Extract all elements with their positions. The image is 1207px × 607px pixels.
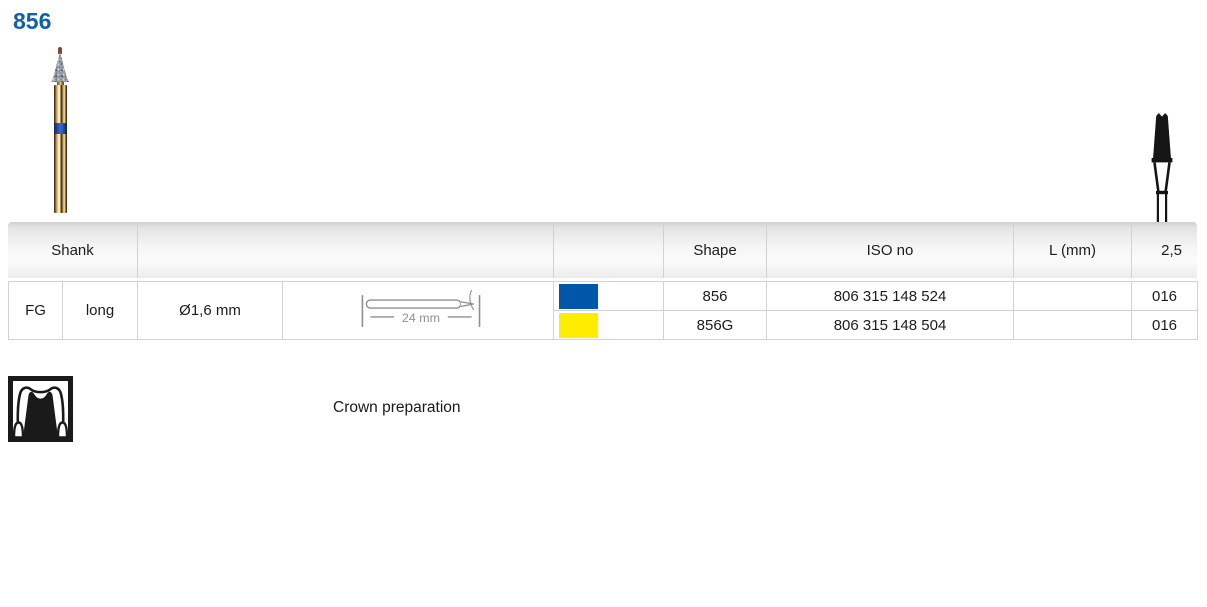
size-cell: 016 (1131, 310, 1198, 340)
table-row: FG long Ø1,6 mm 24 mm 856 806 315 (8, 281, 1198, 340)
page-title: 856 (13, 8, 52, 34)
diamond-cone (51, 52, 69, 82)
table-row: 856G 806 315 148 504 016 (9, 310, 1198, 340)
diameter-cell: Ø1,6 mm (137, 281, 283, 340)
iso-no-cell: 806 315 148 504 (766, 310, 1014, 340)
table-header: Shank Shape ISO no L (mm) 2,5 (8, 222, 1197, 278)
bur-tip (58, 47, 62, 54)
header-shape: Shape (663, 222, 766, 278)
l-mm-cell (1013, 310, 1132, 340)
iso-no-cell: 806 315 148 524 (766, 281, 1014, 311)
length-dimension-label: 24 mm (402, 310, 440, 324)
bur-neck (56, 82, 64, 85)
header-iso-no: ISO no (766, 222, 1013, 278)
shank-type-cell: FG (8, 281, 63, 340)
product-photo (51, 47, 69, 213)
crown-preparation-icon (8, 376, 73, 442)
l-mm-cell (1013, 281, 1132, 311)
grit-color-swatch-yellow (559, 312, 598, 338)
length-dimension-drawing: 24 mm (361, 289, 481, 327)
header-figure (137, 222, 553, 278)
shape-cell: 856 (663, 281, 767, 311)
shank-length-cell: long (62, 281, 138, 340)
header-grit-color (553, 222, 663, 278)
bur-shank (53, 85, 67, 213)
blue-grit-ring (53, 123, 67, 134)
product-table: FG long Ø1,6 mm 24 mm 856 806 315 (8, 281, 1198, 340)
bur-shape-outline-icon (1151, 113, 1173, 222)
header-shank: Shank (51, 241, 94, 259)
application-label: Crown preparation (333, 399, 461, 416)
grit-color-swatch-blue (559, 283, 598, 309)
shape-cell: 856G (663, 310, 767, 340)
size-cell: 016 (1131, 281, 1198, 311)
length-drawing-cell: 24 mm (282, 281, 554, 340)
grit-color-cell (553, 310, 664, 340)
header-size: 2,5 (1131, 222, 1197, 278)
header-l-mm: L (mm) (1013, 222, 1131, 278)
grit-color-cell (553, 281, 664, 311)
